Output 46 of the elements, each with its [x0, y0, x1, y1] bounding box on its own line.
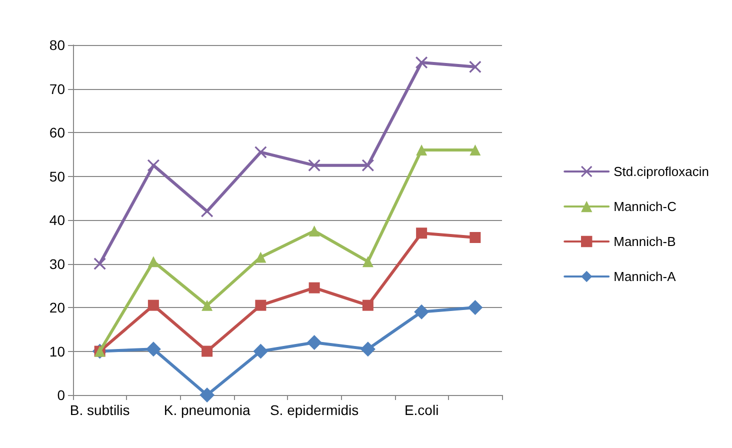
y-tick-label: 60 — [49, 124, 66, 140]
point — [416, 144, 428, 156]
point — [147, 159, 160, 172]
point — [94, 258, 106, 270]
legend-label: Std.ciprofloxacin — [614, 164, 710, 179]
point — [201, 205, 214, 218]
y-tick-label: 80 — [49, 37, 66, 53]
point — [414, 304, 430, 320]
legend-label: Mannich-A — [614, 269, 676, 284]
x-tick-label: B. subtilis — [70, 402, 130, 418]
y-tick-label: 70 — [49, 80, 66, 97]
point — [255, 300, 266, 311]
x-tick-label: K. pneumonia — [164, 402, 250, 418]
point — [255, 252, 266, 263]
y-tick-label: 20 — [49, 300, 66, 316]
point — [146, 342, 161, 357]
point — [148, 256, 159, 268]
y-tick-label: 40 — [49, 212, 66, 228]
point — [306, 335, 322, 350]
y-tick-label: 50 — [49, 168, 66, 184]
point — [202, 346, 213, 357]
point — [469, 60, 482, 73]
point — [308, 282, 320, 294]
y-tick-label: 10 — [49, 343, 66, 360]
point — [254, 146, 267, 158]
legend-label: Mannich-B — [614, 234, 676, 249]
point — [362, 300, 374, 311]
point — [416, 56, 428, 68]
legend-label: Mannich-C — [614, 199, 676, 214]
point — [200, 388, 215, 402]
y-tick-label: 30 — [49, 256, 66, 272]
point — [470, 232, 481, 243]
x-tick-label: S. epidermidis — [270, 402, 359, 418]
y-tick-label: 0 — [57, 387, 66, 403]
point — [362, 159, 374, 172]
point — [202, 300, 213, 311]
x-tick-label: E.coli — [404, 402, 439, 418]
point — [308, 159, 320, 172]
point — [470, 144, 481, 156]
point — [360, 342, 376, 357]
point — [468, 300, 483, 315]
point — [253, 344, 268, 359]
point — [362, 256, 374, 268]
point — [308, 225, 320, 236]
point — [416, 228, 428, 239]
point — [148, 300, 159, 311]
